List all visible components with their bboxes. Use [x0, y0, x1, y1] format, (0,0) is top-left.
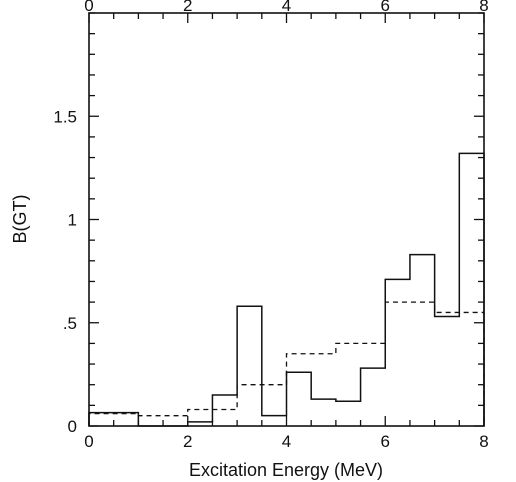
ticks	[88, 12, 485, 427]
y-tick-label: .5	[63, 314, 77, 333]
x-tick-label: 2	[183, 432, 192, 451]
y-tick-label: 1	[68, 211, 77, 230]
top-x-tick-label: 6	[381, 0, 390, 15]
series-layer	[88, 152, 485, 427]
x-tick-label: 4	[282, 432, 291, 451]
tick-labels: 0 2 4 6 8 0 2 4 6 8 0 .5 1 1.5	[53, 0, 488, 451]
top-x-tick-label: 0	[84, 0, 93, 15]
top-x-tick-label: 2	[183, 0, 192, 15]
series-solid-line	[88, 152, 485, 427]
y-tick-label: 1.5	[53, 107, 77, 126]
x-tick-label: 0	[84, 432, 93, 451]
y-tick-label: 0	[68, 417, 77, 436]
x-axis-title: Excitation Energy (MeV)	[189, 460, 383, 480]
x-tick-label: 8	[479, 432, 488, 451]
x-tick-label: 6	[381, 432, 390, 451]
series-dashed-line	[88, 301, 485, 426]
y-axis-title: B(GT)	[10, 195, 30, 244]
top-x-tick-label: 8	[479, 0, 488, 15]
top-x-tick-label: 4	[282, 0, 291, 15]
